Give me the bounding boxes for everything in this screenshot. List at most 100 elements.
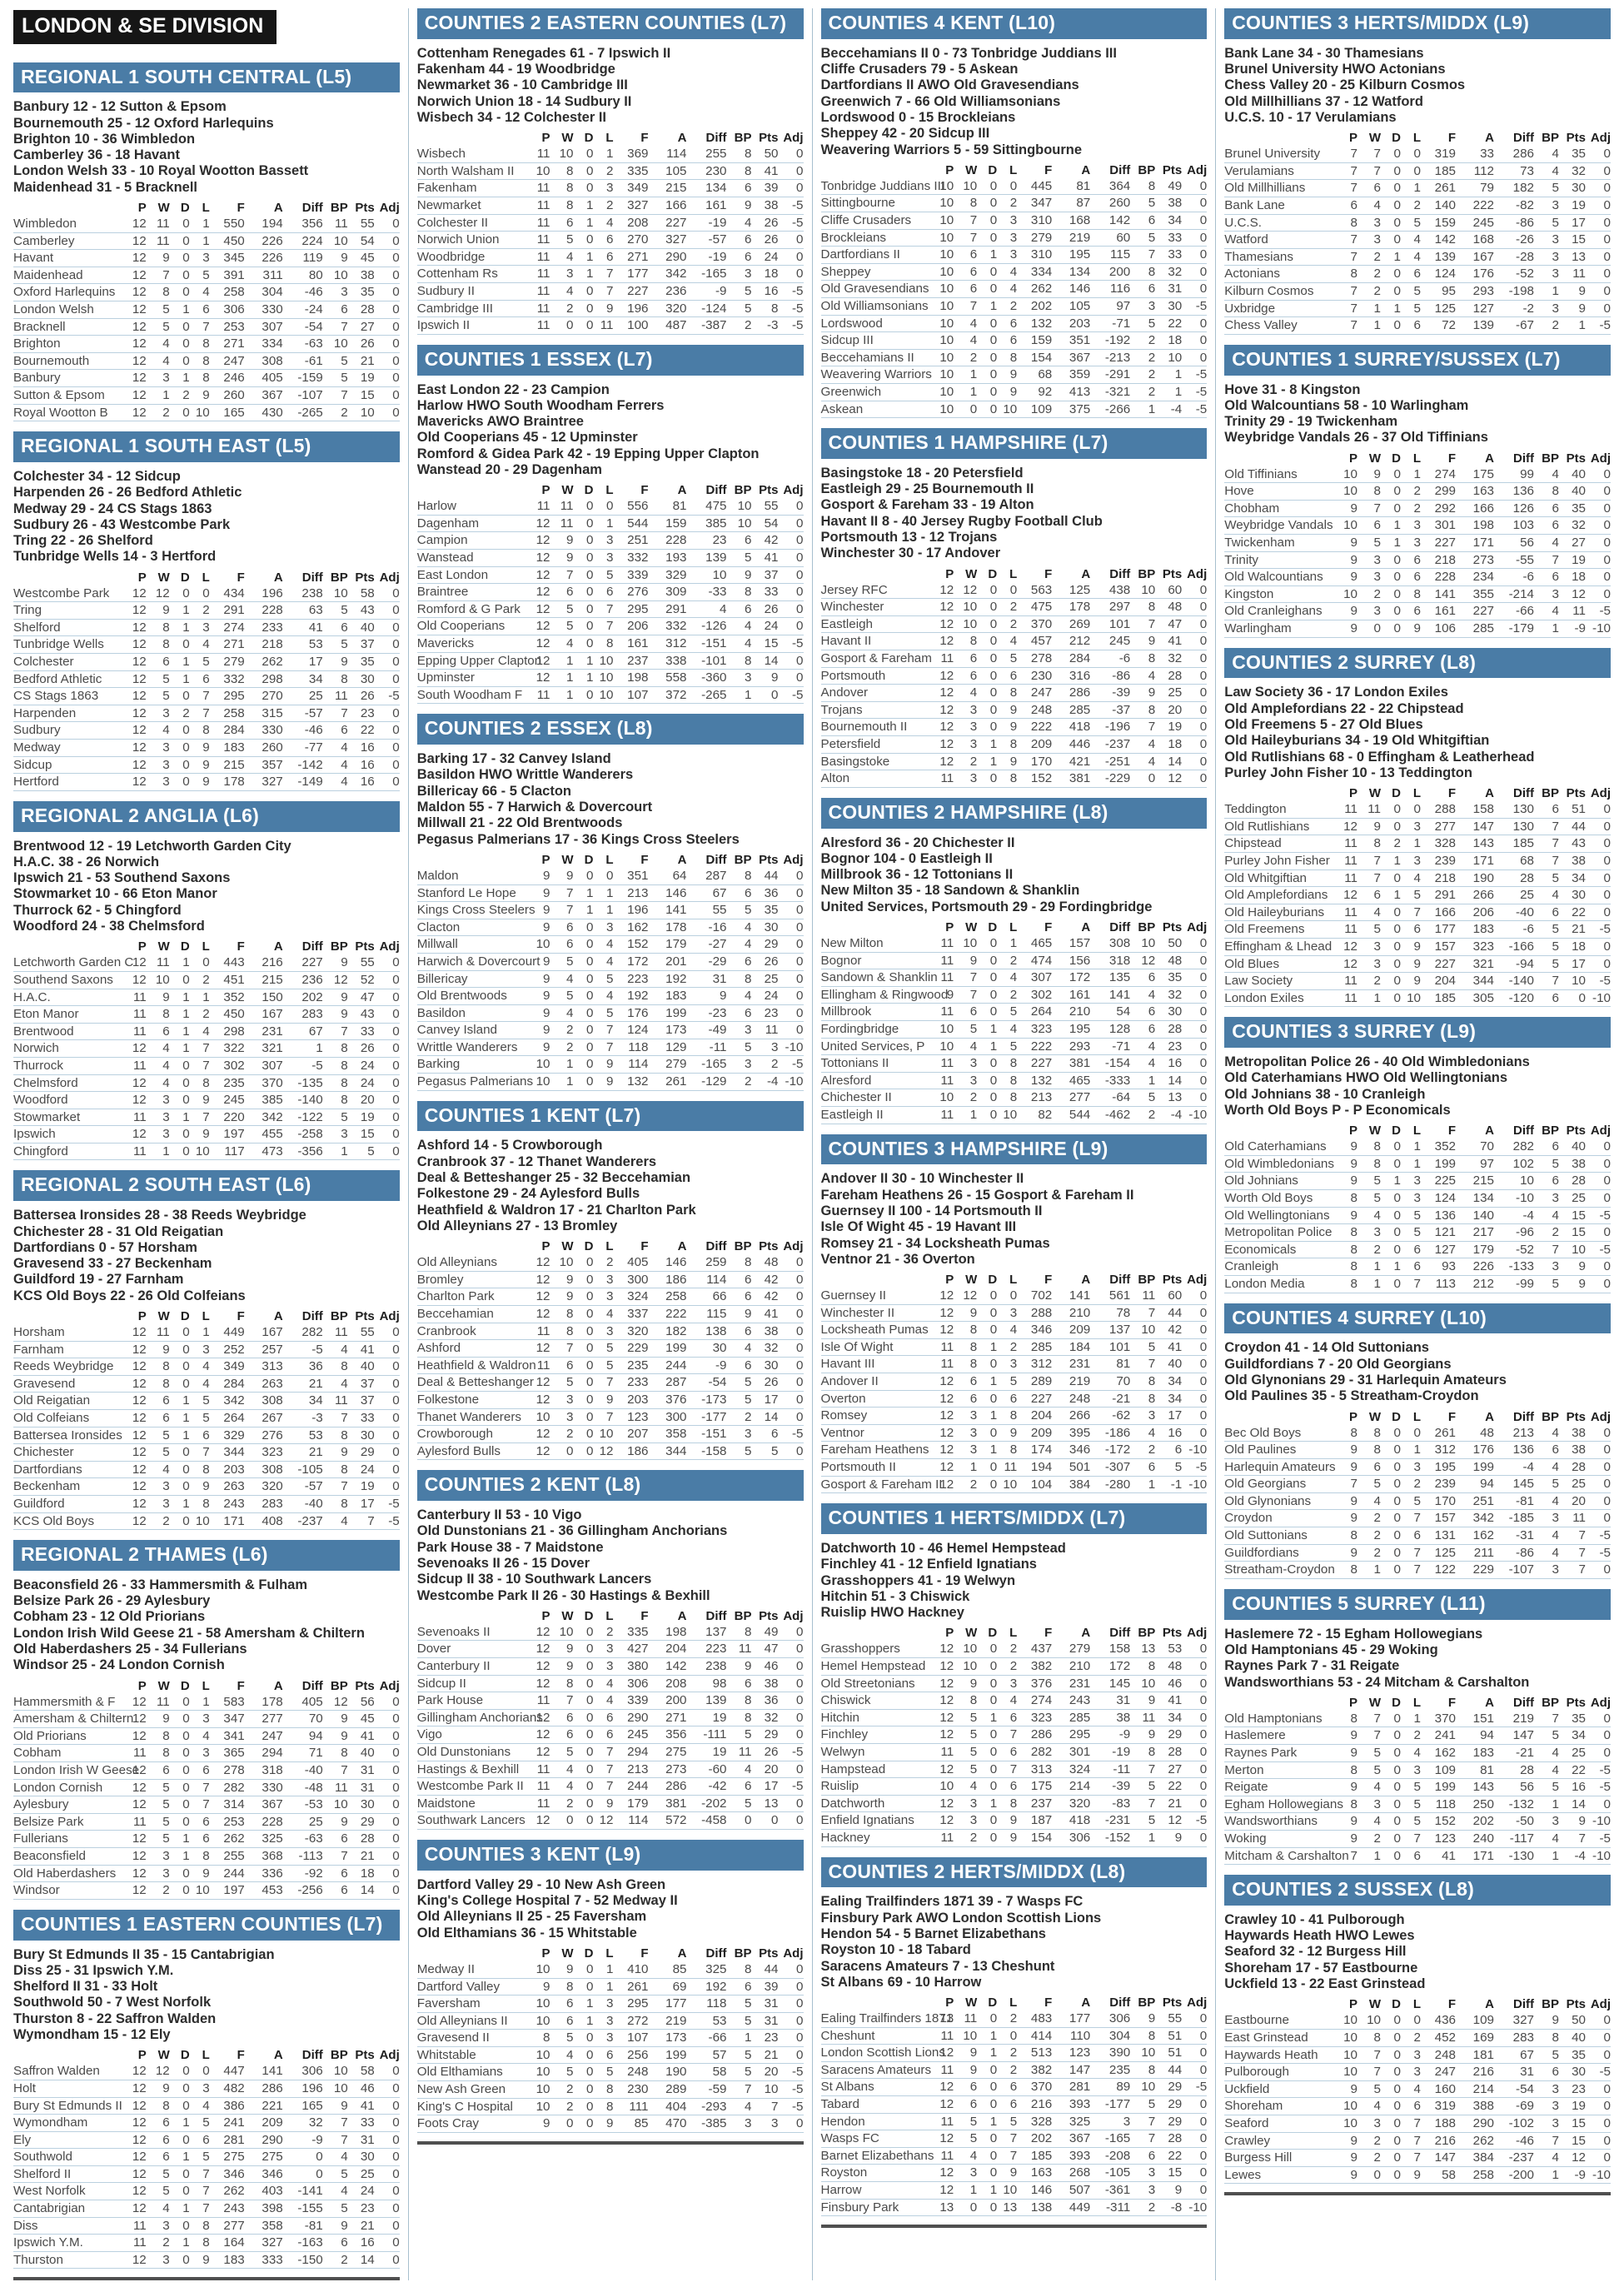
stat-cell: 0 bbox=[1199, 1323, 1208, 1338]
stat-cell: 10 bbox=[1003, 1107, 1018, 1122]
stat-cell: 386 bbox=[223, 2098, 245, 2113]
stat-cell: 1 bbox=[1413, 1156, 1421, 1171]
stat-cell: 3 bbox=[745, 267, 752, 282]
stat-cell: 124 bbox=[1434, 267, 1456, 282]
section: COUNTIES 4 SURREY (L10) Croydon 41 - 14 O… bbox=[1224, 1303, 1611, 1579]
stat-cell: 3 bbox=[606, 551, 614, 566]
stat-cell: -61 bbox=[304, 353, 323, 368]
stat-cell: 0 bbox=[1603, 518, 1611, 533]
stat-cell: -152 bbox=[1104, 1830, 1131, 1845]
stat-cell: 381 bbox=[1069, 771, 1091, 786]
stat-cell: 5 bbox=[1148, 230, 1156, 245]
stat-cell: 8 bbox=[341, 1428, 348, 1442]
stat-cell: 0 bbox=[1199, 1339, 1208, 1354]
stat-cell: 0 bbox=[586, 301, 594, 316]
header-cell: W bbox=[157, 201, 170, 216]
result-line: Havant II 8 - 40 Jersey Rugby Football C… bbox=[820, 513, 1103, 529]
stat-cell: 142 bbox=[1434, 232, 1456, 247]
stat-cell: 475 bbox=[705, 499, 727, 514]
stat-cell: -81 bbox=[304, 2218, 323, 2233]
team-name: Deal & Betteshanger bbox=[416, 1375, 534, 1390]
stat-cell: 289 bbox=[1030, 1374, 1053, 1389]
stat-cell: 12 bbox=[132, 740, 147, 755]
stat-cell: 10 bbox=[939, 316, 954, 331]
header-cell: BP bbox=[734, 852, 752, 867]
stat-cell: 0 bbox=[392, 1024, 400, 1039]
stat-cell: 4 bbox=[1552, 1425, 1559, 1440]
stat-cell: 8 bbox=[566, 1306, 574, 1321]
stat-cell: 7 bbox=[1148, 616, 1156, 631]
stat-cell: 9 bbox=[1009, 1813, 1018, 1828]
stat-cell: 33 bbox=[1168, 247, 1183, 262]
section: REGIONAL 1 SOUTH EAST (L5) Colchester 34 … bbox=[13, 431, 400, 791]
header-cell: P bbox=[541, 1608, 550, 1623]
stat-cell: 11 bbox=[1572, 267, 1586, 282]
stat-cell: 1 bbox=[1373, 318, 1381, 333]
table-row: Fullerians 12 5 1 6 262 325 -63 6 28 0 bbox=[13, 1831, 400, 1848]
stat-cell: 8 bbox=[1552, 2030, 1559, 2045]
stat-cell: 19 bbox=[360, 1479, 375, 1494]
header-cell: Diff bbox=[1513, 451, 1534, 466]
stat-cell: 4 bbox=[1148, 754, 1156, 769]
stat-cell: 1 bbox=[1413, 181, 1421, 196]
stat-cell: -124 bbox=[701, 301, 727, 316]
team-name: Old Whitgiftian bbox=[1224, 870, 1308, 885]
stat-cell: -55 bbox=[1516, 552, 1534, 567]
team-name: Sandown & Shanklin bbox=[820, 970, 938, 985]
stat-cell: 314 bbox=[223, 1797, 245, 1812]
stat-cell: 0 bbox=[392, 1127, 400, 1142]
team-name: Finsbury Park bbox=[820, 2200, 899, 2215]
team-name: Horsham bbox=[13, 1325, 65, 1339]
stat-cell: 2 bbox=[566, 301, 574, 316]
team-name: Whitstable bbox=[416, 2047, 476, 2062]
stat-cell: 306 bbox=[627, 1676, 649, 1691]
stat-cell: 80 bbox=[308, 267, 323, 282]
stat-cell: 12 bbox=[939, 702, 954, 717]
stat-cell: 2 bbox=[1413, 484, 1421, 499]
stat-cell: 12 bbox=[132, 620, 147, 635]
stat-cell: 455 bbox=[262, 1127, 283, 1142]
stat-cell: -5 bbox=[1599, 1528, 1611, 1543]
stat-cell: 0 bbox=[182, 2184, 190, 2199]
stat-cell: 12 bbox=[132, 1342, 147, 1357]
stat-cell: 173 bbox=[665, 2030, 687, 2045]
stat-cell: 2 bbox=[1009, 1642, 1018, 1657]
stat-cell: 135 bbox=[1108, 970, 1131, 985]
stat-cell: -117 bbox=[1509, 1831, 1534, 1846]
stat-cell: 7 bbox=[1350, 249, 1357, 264]
stat-cell: -307 bbox=[1104, 1460, 1131, 1475]
stat-cell: 2 bbox=[745, 1074, 752, 1089]
stat-cell: 5 bbox=[202, 1393, 210, 1408]
stat-cell: 364 bbox=[1108, 178, 1131, 193]
stat-cell: 311 bbox=[262, 267, 283, 282]
stat-cell: 166 bbox=[1434, 904, 1456, 919]
stat-cell: 6 bbox=[202, 1814, 210, 1829]
stat-cell: 73 bbox=[1520, 163, 1534, 178]
stat-cell: 282 bbox=[1512, 1139, 1534, 1154]
stat-cell: 20 bbox=[764, 2065, 779, 2080]
stat-cell: 9 bbox=[162, 989, 170, 1004]
stat-cell: 35 bbox=[360, 655, 375, 670]
table-row: Wasps FC 12 5 0 7 202 367 -165 7 28 0 bbox=[820, 2130, 1208, 2148]
stat-cell: 0 bbox=[392, 1359, 400, 1374]
result-line: Beaconsfield 26 - 33 Hammersmith & Fulha… bbox=[13, 1577, 308, 1592]
stat-cell: 11 bbox=[334, 217, 348, 232]
team-name: Thurston bbox=[13, 2252, 63, 2267]
stat-cell: -133 bbox=[1508, 1259, 1534, 1274]
stat-cell: 2 bbox=[182, 387, 190, 402]
stat-cell: 12 bbox=[536, 516, 550, 531]
stat-cell: 9 bbox=[1413, 2167, 1421, 2182]
stat-cell: -39 bbox=[1112, 685, 1131, 700]
stat-cell: 7 bbox=[1350, 301, 1357, 316]
table-row: Amersham & Chiltern 12 9 0 3 347 277 70 9 45 0 bbox=[13, 1711, 400, 1728]
stat-cell: 408 bbox=[262, 1513, 283, 1528]
stat-cell: 172 bbox=[1108, 1659, 1131, 1674]
stat-cell: -5 bbox=[1599, 318, 1611, 333]
stat-cell: 0 bbox=[1393, 1459, 1401, 1474]
stat-cell: 2 bbox=[1009, 1659, 1018, 1674]
team-name: Thurrock bbox=[13, 1058, 63, 1073]
header-cell: BP bbox=[734, 1608, 752, 1623]
stat-cell: 11 bbox=[940, 1357, 954, 1372]
stat-cell: 0 bbox=[989, 1659, 998, 1674]
table-row: Actonians 8 2 0 6 124 176 -52 3 11 0 bbox=[1224, 266, 1611, 283]
